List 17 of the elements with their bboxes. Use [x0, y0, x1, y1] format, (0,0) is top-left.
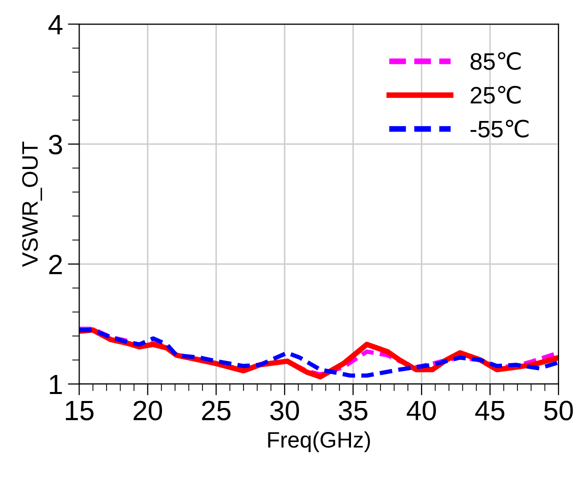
- x-tick-label: 25: [202, 400, 230, 420]
- legend-label: 85℃: [470, 52, 521, 70]
- x-tick-label: 50: [544, 400, 573, 420]
- x-tick-label: 20: [134, 400, 162, 420]
- y-axis-title: VSWR_OUT: [22, 142, 42, 267]
- y-tick-label: 4: [48, 15, 62, 34]
- x-axis-title: Freq(GHz): [268, 431, 370, 452]
- x-tick-label: 35: [338, 400, 368, 420]
- y-tick-label: 1: [50, 374, 62, 394]
- y-tick-label: 3: [48, 134, 62, 154]
- x-tick-label: 45: [475, 400, 504, 420]
- legend-label: -55℃: [470, 120, 529, 138]
- legend-label: 25℃: [470, 86, 521, 104]
- x-tick-label: 30: [270, 400, 299, 420]
- x-tick-label: 40: [406, 400, 436, 420]
- x-tick-label: 15: [66, 400, 94, 420]
- y-tick-label: 2: [49, 254, 62, 274]
